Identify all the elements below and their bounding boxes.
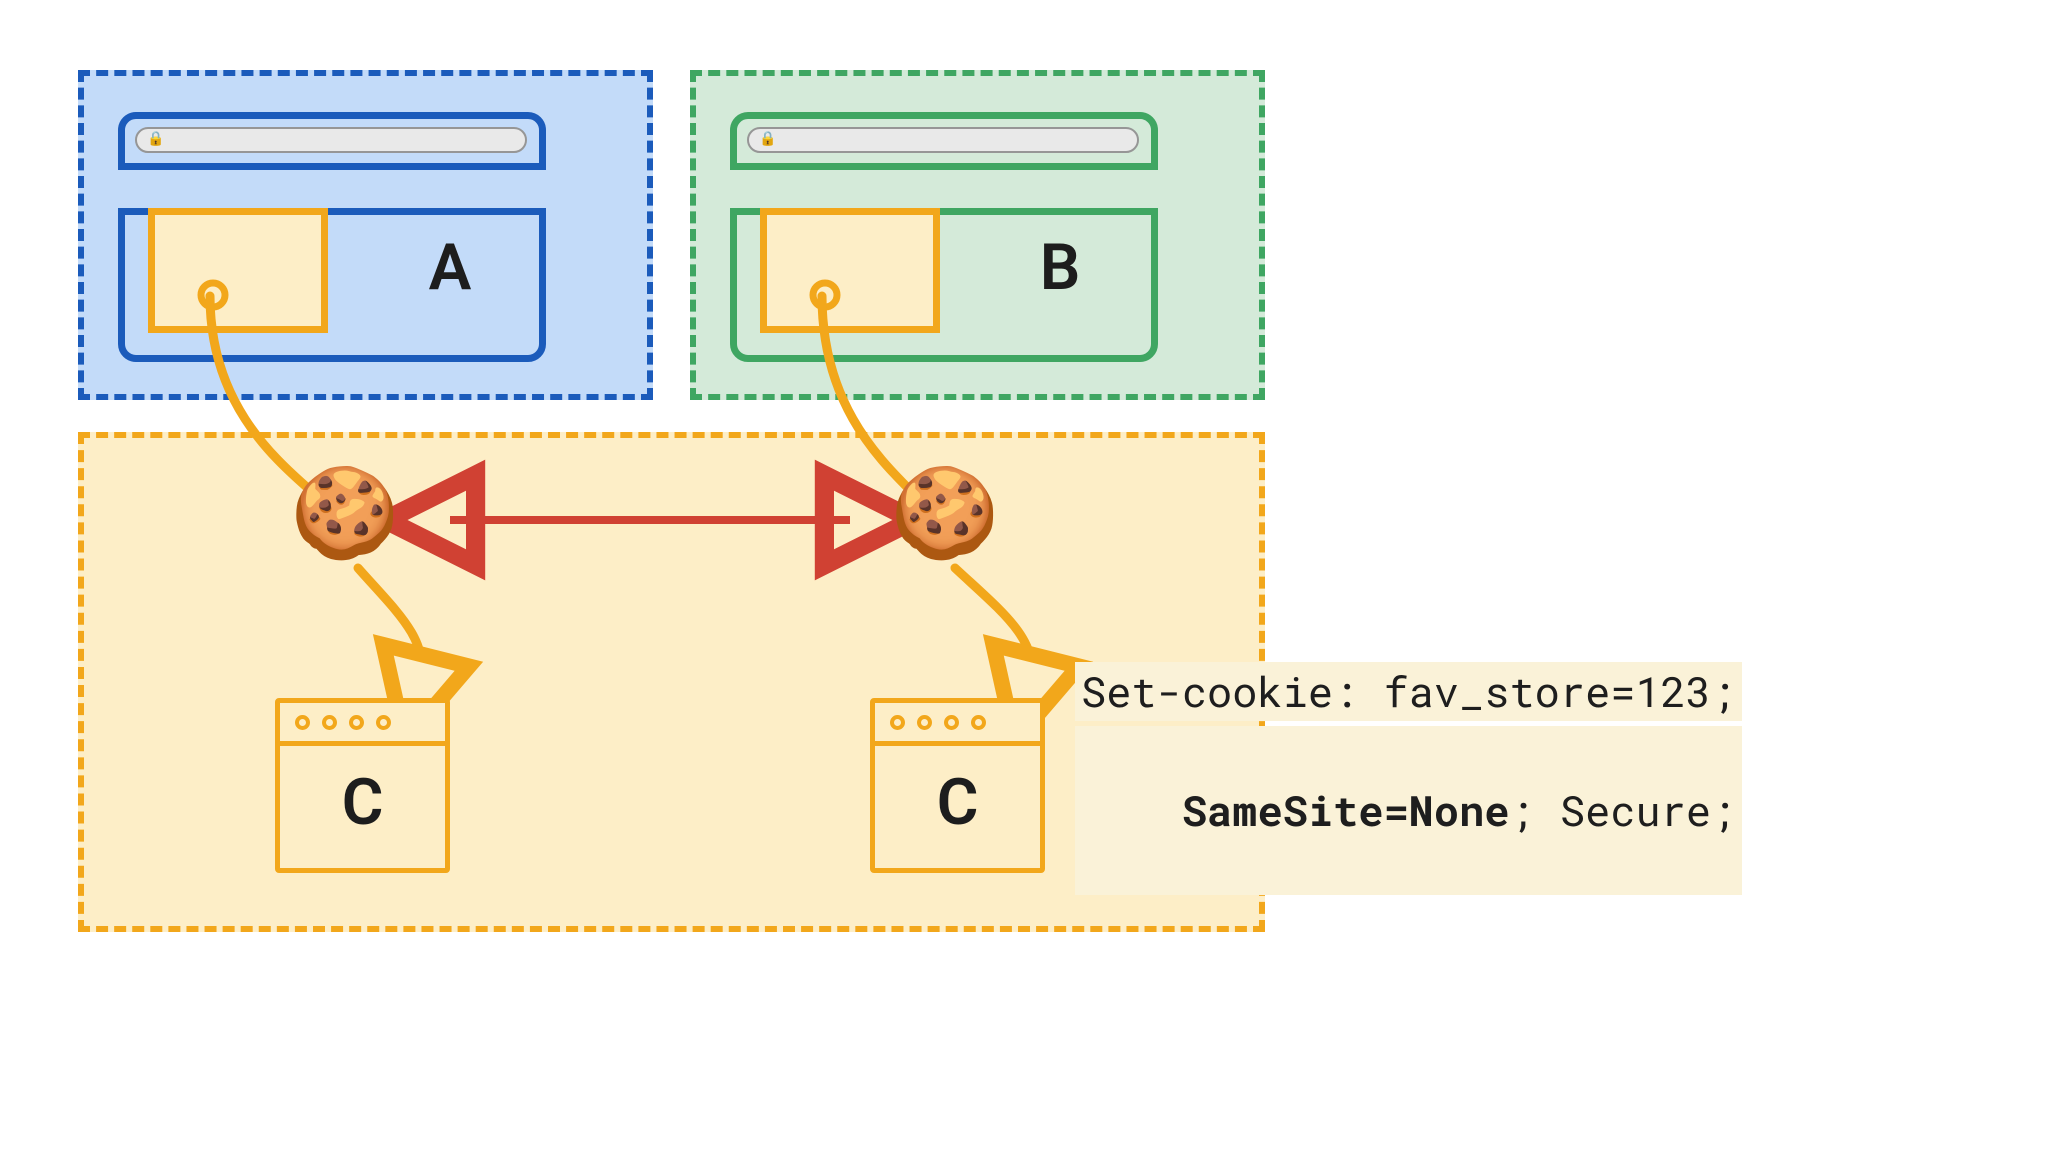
diagram-stage: 🔒 A 🔒 B: [0, 0, 2048, 1152]
iframe-in-a: [148, 208, 328, 333]
label-c-right: C: [875, 765, 1040, 840]
lock-icon: 🔒: [759, 131, 776, 147]
address-bar-a: [135, 127, 527, 153]
server-window-c-left: C: [275, 698, 450, 873]
set-cookie-line2: SameSite=None; Secure;: [1075, 726, 1742, 895]
window-dots: [295, 715, 391, 730]
iframe-in-b: [760, 208, 940, 333]
lock-icon: 🔒: [147, 131, 164, 147]
cookie-icon: 🍪: [290, 470, 400, 558]
window-dots: [890, 715, 986, 730]
label-a: A: [390, 230, 510, 305]
address-bar-b: [747, 127, 1139, 153]
label-b: B: [1000, 230, 1120, 305]
set-cookie-line1: Set-cookie: fav_store=123;: [1075, 662, 1742, 721]
label-c-left: C: [280, 765, 445, 840]
server-window-c-right: C: [870, 698, 1045, 873]
cookie-icon: 🍪: [890, 470, 1000, 558]
